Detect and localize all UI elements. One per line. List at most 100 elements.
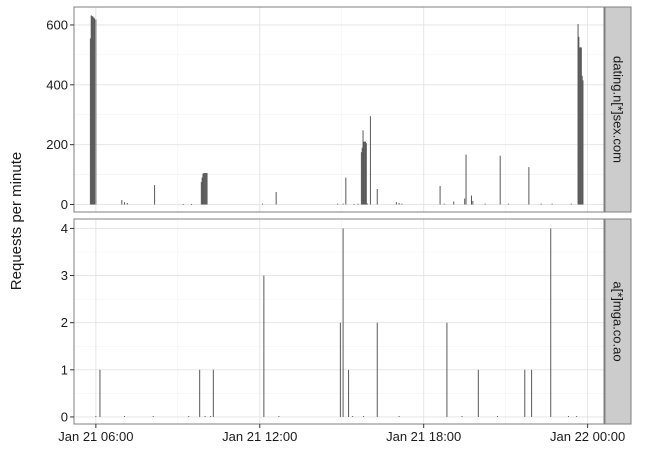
bar bbox=[263, 275, 265, 417]
x-tick-label: Jan 21 18:00 bbox=[386, 429, 461, 444]
panel-background bbox=[74, 7, 604, 212]
bar bbox=[471, 195, 472, 205]
bar bbox=[337, 203, 339, 205]
bar bbox=[199, 369, 201, 417]
bar bbox=[364, 141, 366, 205]
bar bbox=[152, 415, 154, 417]
bar bbox=[365, 143, 367, 205]
bar bbox=[99, 369, 101, 417]
panel-border bbox=[73, 6, 605, 213]
panel-border bbox=[73, 218, 605, 425]
bar bbox=[401, 203, 403, 205]
bar bbox=[477, 369, 479, 417]
bar bbox=[580, 47, 582, 205]
bar bbox=[345, 177, 347, 205]
bar bbox=[182, 203, 184, 205]
bar bbox=[342, 203, 344, 205]
facet-panel: dating.n[*]sex.com bbox=[73, 6, 632, 213]
bar bbox=[262, 203, 264, 205]
facet-strip bbox=[604, 6, 632, 213]
bar bbox=[577, 24, 579, 205]
bar bbox=[365, 141, 366, 205]
bar bbox=[376, 322, 378, 417]
bar bbox=[580, 47, 582, 205]
bar bbox=[576, 415, 578, 417]
bar bbox=[570, 203, 572, 205]
bar bbox=[524, 369, 526, 417]
bar bbox=[95, 415, 97, 417]
bar bbox=[453, 201, 455, 205]
bar bbox=[205, 173, 207, 205]
bar bbox=[339, 322, 341, 417]
bar bbox=[446, 322, 448, 417]
bar bbox=[472, 200, 474, 205]
facet-panel: a[*]mga.co.ao bbox=[73, 218, 632, 425]
bar bbox=[578, 36, 580, 205]
bar bbox=[443, 203, 445, 205]
panel-background bbox=[74, 219, 604, 424]
bar bbox=[212, 369, 214, 417]
bar bbox=[484, 203, 486, 205]
bar bbox=[461, 415, 463, 417]
bar bbox=[204, 173, 206, 205]
bar bbox=[200, 182, 202, 205]
y-tick-label: 200 bbox=[46, 137, 68, 152]
bar bbox=[398, 415, 400, 417]
bar bbox=[376, 188, 378, 205]
bar bbox=[439, 185, 441, 205]
bar bbox=[204, 415, 206, 417]
bar bbox=[550, 228, 552, 417]
bar bbox=[398, 203, 400, 205]
bar bbox=[352, 415, 354, 417]
bar bbox=[395, 202, 397, 205]
bar bbox=[567, 415, 569, 417]
bar bbox=[464, 198, 466, 205]
axes: 0 200 400 600 0 1 2 3 4 Jan 21 06:00 Jan 21 12:00 J… bbox=[46, 17, 625, 444]
y-axis-title: Requests per minute bbox=[8, 152, 25, 290]
bar bbox=[121, 200, 123, 205]
facet-strip-label: dating.n[*]sex.com bbox=[611, 56, 626, 163]
bar bbox=[362, 130, 364, 205]
bar bbox=[210, 415, 212, 417]
bar bbox=[188, 415, 190, 417]
bar bbox=[363, 415, 365, 417]
bar bbox=[581, 75, 583, 205]
bar bbox=[531, 369, 533, 417]
bar bbox=[275, 191, 277, 205]
bar bbox=[357, 203, 359, 205]
bar bbox=[353, 203, 355, 205]
bar bbox=[496, 415, 498, 417]
y-tick-label: 0 bbox=[61, 197, 68, 212]
bar bbox=[342, 228, 344, 417]
y-tick-label: 600 bbox=[46, 17, 68, 32]
x-tick-label: Jan 22 00:00 bbox=[550, 429, 625, 444]
bar bbox=[89, 38, 91, 205]
bar bbox=[540, 203, 542, 205]
bar bbox=[361, 147, 363, 205]
facet-strip bbox=[604, 218, 632, 425]
bar bbox=[360, 152, 362, 205]
bar bbox=[348, 369, 350, 417]
bar bbox=[203, 173, 205, 205]
bar bbox=[366, 203, 368, 205]
facet-strip-label: a[*]mga.co.ao bbox=[611, 281, 626, 361]
bar bbox=[507, 203, 509, 205]
facet-panels: dating.n[*]sex.com a[*]mga.co.ao bbox=[73, 6, 632, 425]
y-tick-label: 4 bbox=[61, 221, 68, 236]
bar bbox=[93, 18, 95, 205]
bar bbox=[201, 177, 203, 205]
bar bbox=[190, 203, 192, 205]
y-tick-label: 3 bbox=[61, 268, 68, 283]
x-tick-label: Jan 21 06:00 bbox=[58, 429, 133, 444]
bar bbox=[92, 16, 94, 205]
bar bbox=[528, 167, 530, 205]
bar bbox=[204, 173, 206, 205]
y-tick-label: 2 bbox=[61, 315, 68, 330]
bar bbox=[154, 185, 156, 205]
bar bbox=[465, 154, 467, 205]
bar bbox=[90, 15, 92, 205]
y-tick-label: 0 bbox=[61, 409, 68, 424]
bar bbox=[124, 202, 126, 205]
bar bbox=[363, 141, 365, 205]
